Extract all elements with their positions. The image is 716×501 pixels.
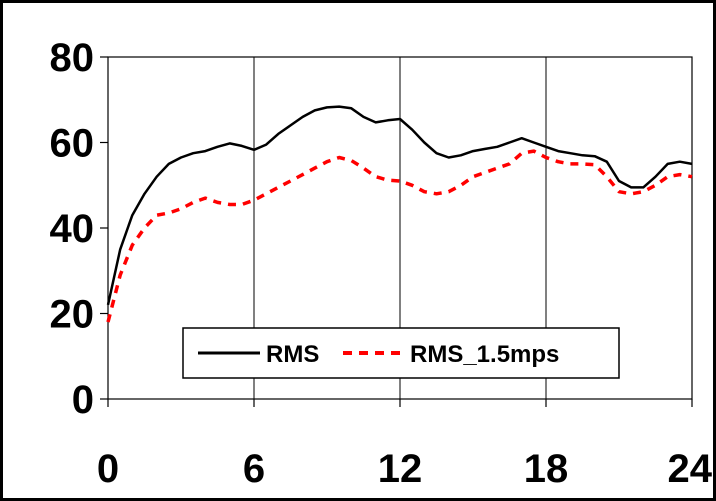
y-tick-label-0: 0	[72, 378, 94, 422]
legend-label-rms-1-5mps: RMS_1.5mps	[410, 341, 559, 368]
x-tick-label-6: 6	[243, 447, 265, 491]
x-tick-label-0: 0	[97, 447, 119, 491]
axis-ticks	[100, 56, 693, 407]
legend-label-rms: RMS	[266, 341, 319, 368]
y-tick-label-40: 40	[50, 207, 95, 251]
x-tick-labels: 0 6 12 18 24	[97, 447, 713, 491]
y-tick-label-80: 80	[50, 36, 95, 80]
x-tick-label-24: 24	[668, 447, 713, 491]
series-line-rms	[106, 105, 693, 306]
x-tick-label-12: 12	[378, 447, 423, 491]
series-line-rms-1-5mps	[106, 149, 693, 323]
series-layer	[106, 105, 693, 323]
y-tick-labels: 0 20 40 60 80	[50, 36, 95, 422]
x-tick-label-18: 18	[524, 447, 569, 491]
legend: RMS RMS_1.5mps	[182, 327, 620, 379]
y-tick-label-60: 60	[50, 122, 95, 166]
y-tick-label-20: 20	[50, 293, 95, 337]
